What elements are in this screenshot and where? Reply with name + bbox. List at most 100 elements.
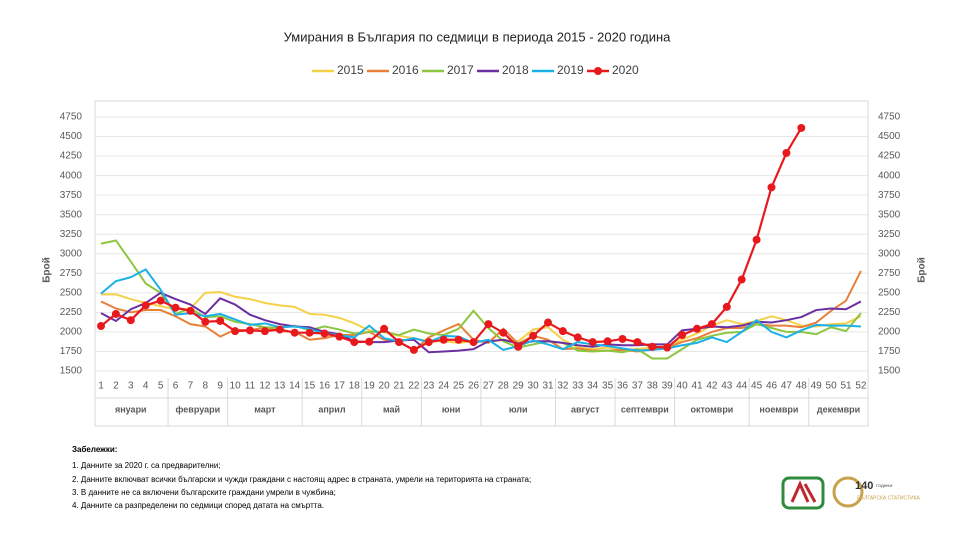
- y-tick-label: 3750: [60, 190, 83, 201]
- notes-title: Забележки:: [72, 445, 117, 454]
- y2-tick-label: 2750: [878, 268, 901, 279]
- x-tick-label: 6: [173, 381, 179, 392]
- x-tick-label: 30: [528, 381, 540, 392]
- y2-tick-label: 3000: [878, 248, 901, 259]
- month-label: юни: [442, 404, 461, 414]
- x-tick-label: 17: [334, 381, 346, 392]
- x-tick-label: 29: [513, 381, 525, 392]
- series-line: [100, 291, 862, 354]
- point-marker: [633, 338, 642, 347]
- y-tick-label: 3000: [60, 248, 83, 259]
- point-marker: [722, 302, 731, 311]
- point-marker: [439, 335, 448, 344]
- point-marker: [752, 235, 761, 244]
- x-tick-label: 52: [855, 381, 867, 392]
- x-tick-label: 42: [706, 381, 718, 392]
- logo-years: ГОДИНИ: [876, 483, 892, 488]
- x-tick-label: 16: [319, 381, 331, 392]
- x-tick-label: 3: [128, 381, 134, 392]
- y2-tick-label: 3500: [878, 209, 901, 220]
- y-tick-label: 3500: [60, 209, 83, 220]
- nsi-logo: [781, 476, 825, 510]
- point-marker: [246, 326, 254, 335]
- x-tick-label: 26: [468, 381, 480, 392]
- x-tick-label: 40: [677, 381, 689, 392]
- plot-frame: [94, 100, 869, 427]
- x-tick-label: 50: [826, 381, 838, 392]
- y2-tick-label: 4500: [878, 131, 901, 142]
- y2-tick-label: 3750: [878, 190, 901, 201]
- x-tick-label: 7: [188, 381, 194, 392]
- legend-label: 2019: [557, 63, 584, 77]
- y-tick-label: 3250: [60, 229, 83, 240]
- x-tick-label: 44: [736, 381, 748, 392]
- point-marker: [469, 338, 478, 347]
- point-marker: [693, 324, 701, 333]
- y-tick-label: 4500: [60, 131, 83, 142]
- month-label: февруари: [176, 404, 221, 414]
- point-marker: [141, 301, 150, 310]
- x-tick-label: 46: [766, 381, 778, 392]
- x-tick-label: 41: [691, 381, 703, 392]
- y-tick-label: 1500: [60, 366, 83, 377]
- x-tick-label: 49: [811, 381, 823, 392]
- month-label: ноември: [759, 404, 798, 414]
- month-label: септември: [621, 404, 669, 414]
- point-marker: [558, 327, 567, 336]
- point-marker: [365, 337, 374, 346]
- y2-axis-label: Брой: [917, 257, 928, 283]
- y-tick-label: 2500: [60, 287, 83, 298]
- y-tick-label: 4750: [60, 112, 83, 123]
- x-tick-label: 2: [113, 381, 119, 392]
- month-label: април: [318, 404, 345, 414]
- y2-tick-label: 1500: [878, 366, 901, 377]
- y2-tick-label: 2000: [878, 327, 901, 338]
- month-label: май: [383, 404, 400, 414]
- x-tick-label: 13: [274, 381, 286, 392]
- chart-title: Умирания в България по седмици в периода…: [284, 29, 672, 44]
- logo-number: 140: [855, 480, 873, 492]
- point-marker: [573, 333, 582, 342]
- y2-tick-label: 1750: [878, 346, 901, 357]
- x-tick-label: 38: [647, 381, 659, 392]
- point-marker: [260, 327, 269, 336]
- x-tick-label: 22: [408, 381, 420, 392]
- legend-label: 2017: [447, 63, 474, 77]
- point-marker: [618, 334, 627, 343]
- x-tick-label: 51: [840, 381, 852, 392]
- y-tick-label: 2250: [60, 307, 83, 318]
- point-marker: [126, 316, 135, 325]
- legend-label: 2020: [612, 63, 639, 77]
- legend-label: 2015: [337, 63, 364, 77]
- x-tick-label: 45: [751, 381, 763, 392]
- point-marker: [201, 317, 210, 326]
- point-marker: [395, 338, 403, 347]
- point-marker: [156, 296, 165, 305]
- point-marker: [409, 345, 418, 354]
- point-marker: [588, 338, 597, 347]
- y-axis-label: Брой: [42, 257, 53, 283]
- x-tick-label: 8: [203, 381, 209, 392]
- x-tick-label: 48: [796, 381, 808, 392]
- y-tick-label: 1750: [60, 346, 83, 357]
- x-tick-label: 15: [304, 381, 316, 392]
- y-tick-label: 4250: [60, 151, 83, 162]
- note: 2. Данните включват всички български и ч…: [72, 475, 531, 484]
- point-marker: [707, 320, 716, 329]
- point-marker: [216, 316, 225, 325]
- x-tick-label: 23: [423, 381, 435, 392]
- note: 3. В данните не са включени българските …: [72, 488, 336, 497]
- x-tick-label: 12: [259, 381, 271, 392]
- x-tick-label: 11: [245, 381, 256, 392]
- y2-tick-label: 2250: [878, 307, 901, 318]
- x-tick-label: 27: [483, 381, 495, 392]
- month-label: януари: [115, 404, 147, 414]
- point-marker: [305, 328, 314, 337]
- x-tick-label: 5: [158, 381, 164, 392]
- point-marker: [350, 338, 359, 347]
- point-marker: [782, 148, 791, 157]
- point-marker: [603, 337, 612, 346]
- logo-shape: [832, 476, 864, 508]
